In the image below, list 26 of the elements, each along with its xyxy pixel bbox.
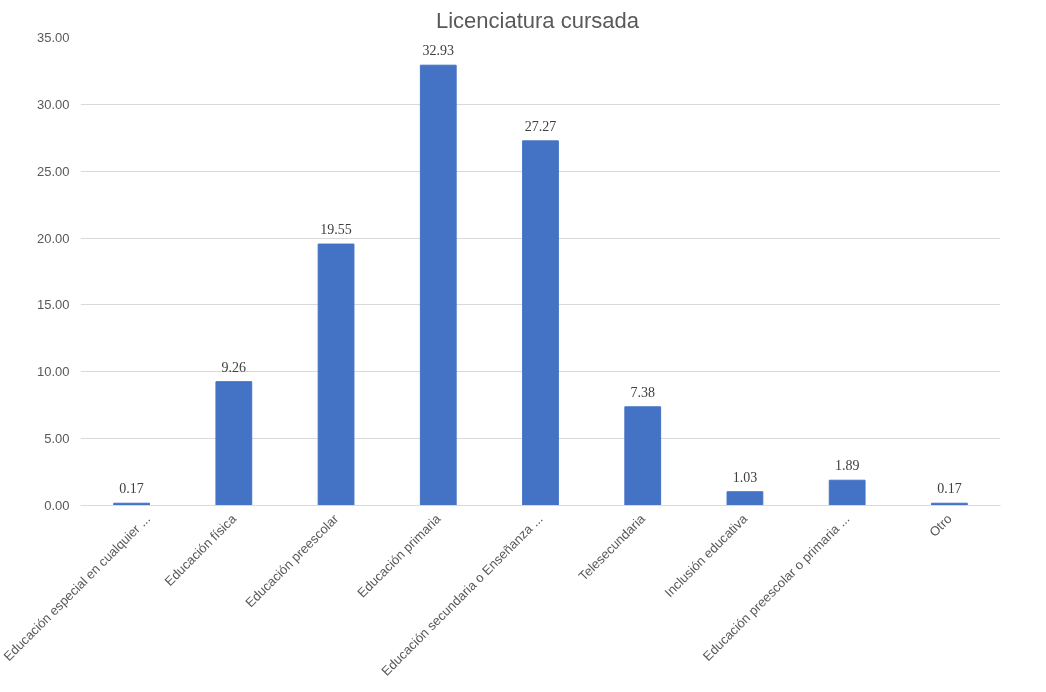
data-label: 19.55	[320, 222, 352, 238]
y-tick-label: 15.00	[36, 297, 70, 313]
data-label: 1.89	[834, 458, 860, 474]
bar	[828, 479, 866, 506]
data-label: 7.38	[630, 384, 655, 400]
bar	[419, 64, 457, 506]
y-tick-label: 20.00	[36, 230, 70, 246]
y-tick-label: 5.00	[44, 431, 70, 447]
data-label: 1.03	[732, 469, 758, 485]
bar	[317, 243, 355, 506]
y-tick-label: 10.00	[36, 364, 70, 380]
bar	[215, 381, 253, 506]
data-label: 27.27	[524, 118, 557, 134]
data-label: 0.17	[119, 481, 144, 497]
bar	[522, 140, 559, 506]
chart-title: Licenciatura cursada	[435, 7, 640, 33]
x-tick-label: Otro	[926, 511, 955, 540]
y-tick-label: 0.00	[44, 498, 70, 513]
bar	[624, 406, 662, 506]
data-label: 0.17	[937, 481, 962, 497]
bar	[726, 491, 764, 506]
data-label: 32.93	[422, 43, 455, 59]
data-label: 9.26	[221, 359, 247, 375]
y-tick-label: 25.00	[36, 163, 70, 179]
y-tick-label: 35.00	[36, 30, 70, 45]
y-tick-label: 30.00	[36, 96, 70, 112]
